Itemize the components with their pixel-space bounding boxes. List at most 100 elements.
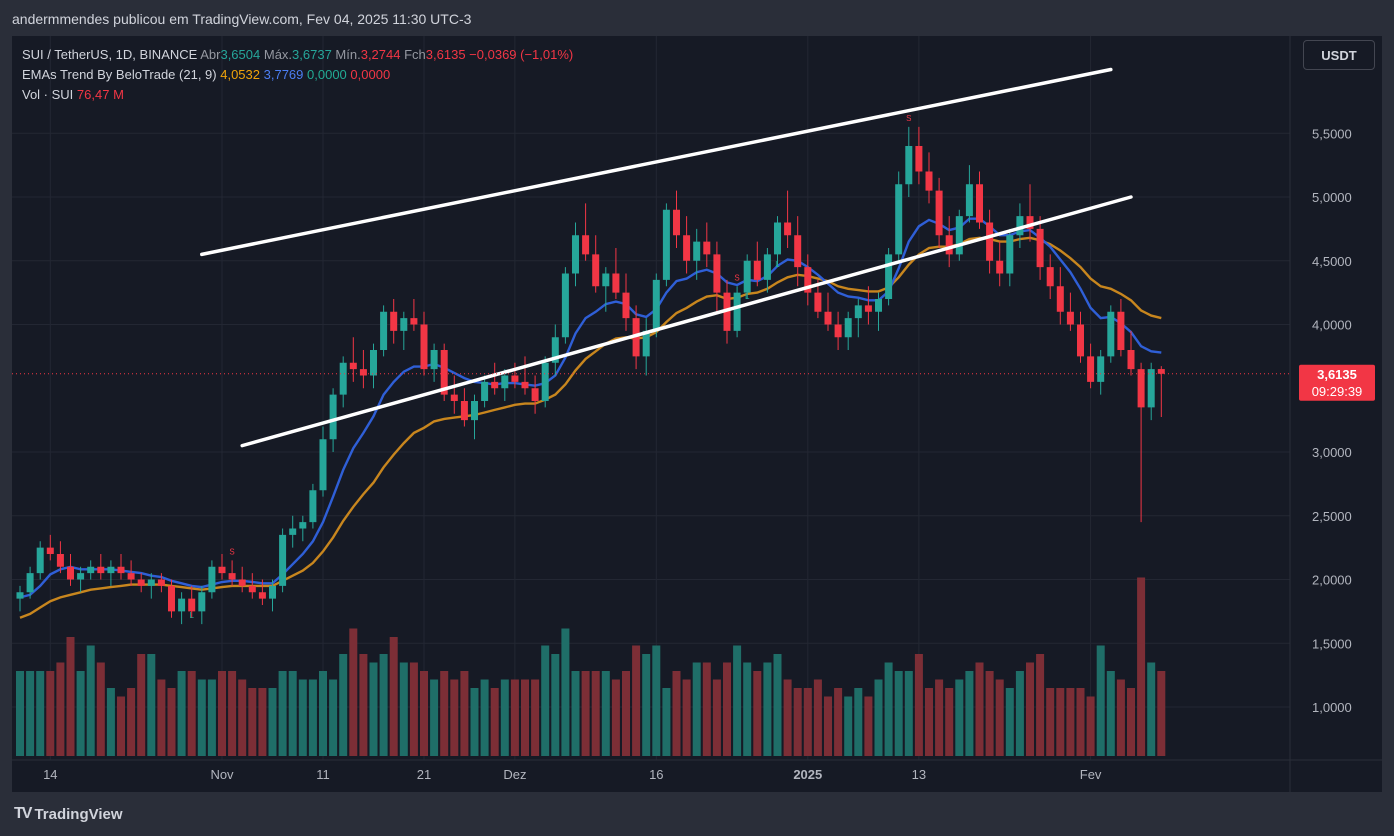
candle-body bbox=[1006, 235, 1014, 274]
ema-value-1: 4,0532 bbox=[220, 67, 260, 82]
close-value: 3,6135 bbox=[425, 47, 466, 62]
volume-bar bbox=[1046, 688, 1055, 756]
candle-body bbox=[794, 235, 802, 268]
bottom-bar bbox=[0, 792, 1394, 836]
volume-bar bbox=[56, 662, 65, 756]
candle-body bbox=[612, 273, 620, 293]
volume-bar bbox=[702, 662, 711, 756]
volume-bar bbox=[379, 654, 388, 756]
ema-slow-line bbox=[19, 236, 1162, 619]
candle-body bbox=[127, 573, 135, 580]
tradingview-logo[interactable]: TV TradingView bbox=[14, 805, 123, 823]
candle-body bbox=[420, 324, 428, 370]
volume-bar bbox=[591, 671, 600, 756]
volume-bar bbox=[500, 679, 509, 756]
volume-bar bbox=[854, 688, 863, 756]
candle-body bbox=[1117, 311, 1125, 350]
volume-bar bbox=[26, 671, 35, 756]
top-bar: andermmendes publicou em TradingView.com… bbox=[0, 0, 1394, 36]
volume-bar bbox=[581, 671, 590, 756]
volume-bar bbox=[672, 671, 681, 756]
volume-bar bbox=[76, 671, 85, 756]
candle-body bbox=[1107, 311, 1115, 357]
candle-body bbox=[1077, 324, 1084, 357]
volume-bar bbox=[834, 688, 843, 756]
y-tick-label: 2,5000 bbox=[1312, 509, 1352, 524]
volume-bar bbox=[329, 679, 338, 756]
candle-body bbox=[834, 324, 842, 338]
volume-bar bbox=[652, 645, 661, 756]
candle-body bbox=[97, 566, 105, 574]
volume-bar bbox=[874, 679, 883, 756]
open-value: 3,6504 bbox=[220, 47, 261, 62]
candle-body bbox=[743, 260, 751, 293]
x-tick-label: 21 bbox=[417, 767, 431, 782]
volume-bar bbox=[985, 671, 994, 756]
candle-body bbox=[824, 311, 832, 325]
legend-volume-row: Vol · SUI 76,47 M bbox=[22, 85, 573, 105]
candle-body bbox=[895, 184, 903, 255]
candle-body bbox=[925, 171, 933, 191]
change-value: −0,0369 (−1,01%) bbox=[469, 47, 574, 62]
volume-bar bbox=[86, 645, 95, 756]
volume-bar bbox=[258, 688, 267, 756]
price-tag-value: 3,6135 bbox=[1317, 367, 1357, 382]
volume-bar bbox=[268, 688, 277, 756]
volume-bar bbox=[389, 637, 398, 756]
candle-body bbox=[107, 566, 115, 574]
volume-bar bbox=[935, 679, 944, 756]
volume-bar bbox=[450, 679, 459, 756]
candle-body bbox=[955, 216, 963, 255]
candle-body bbox=[965, 184, 973, 217]
open-label: Abr bbox=[200, 47, 221, 62]
volume-label[interactable]: Vol · SUI bbox=[22, 87, 74, 102]
volume-bar bbox=[601, 671, 610, 756]
tradingview-logo-icon: TV bbox=[14, 805, 33, 822]
volume-bar bbox=[813, 679, 822, 756]
volume-bar bbox=[440, 671, 449, 756]
volume-bar bbox=[1116, 679, 1125, 756]
x-tick-label: 16 bbox=[649, 767, 663, 782]
volume-bar bbox=[319, 671, 327, 756]
volume-bar bbox=[904, 671, 913, 756]
volume-bar bbox=[238, 679, 247, 756]
grid-lines bbox=[12, 36, 1290, 760]
candle-body bbox=[460, 401, 468, 421]
candle-body bbox=[1097, 356, 1105, 382]
candle-body bbox=[380, 311, 388, 350]
legend-symbol-row: SUI / TetherUS, 1D, BINANCE Abr3,6504 Má… bbox=[22, 45, 573, 65]
candle-body bbox=[370, 350, 377, 376]
volume-bar bbox=[349, 628, 358, 756]
candle-body bbox=[228, 573, 236, 580]
candle-body bbox=[1137, 369, 1145, 408]
currency-button[interactable]: USDT bbox=[1303, 40, 1375, 70]
candles bbox=[16, 126, 1165, 625]
volume-bar bbox=[1076, 688, 1085, 756]
volume-bar bbox=[632, 645, 641, 756]
candle-body bbox=[339, 362, 347, 395]
candle-body bbox=[26, 573, 34, 593]
candle-body bbox=[915, 146, 923, 172]
symbol-title[interactable]: SUI / TetherUS, 1D, BINANCE bbox=[22, 47, 198, 62]
volume-bar bbox=[642, 654, 651, 756]
candle-body bbox=[582, 235, 590, 255]
candle-body bbox=[976, 184, 983, 223]
y-tick-label: 2,0000 bbox=[1312, 573, 1352, 588]
trend-channel-line bbox=[200, 67, 1113, 257]
volume-bar bbox=[824, 696, 832, 756]
candle-body bbox=[1066, 311, 1074, 325]
ema-value-4: 0,0000 bbox=[350, 67, 391, 82]
volume-bar bbox=[127, 688, 136, 756]
candle-body bbox=[157, 579, 165, 586]
candle-body bbox=[481, 381, 489, 401]
volume-bar bbox=[1026, 662, 1034, 756]
volume-bar bbox=[531, 679, 540, 756]
x-tick-label: Dez bbox=[503, 767, 526, 782]
candle-body bbox=[238, 579, 246, 586]
close-label: Fch bbox=[404, 47, 426, 62]
trend-channel-line bbox=[240, 195, 1133, 448]
ema-name[interactable]: EMAs Trend By BeloTrade (21, 9) bbox=[22, 67, 217, 82]
volume-bar bbox=[1147, 662, 1156, 756]
candle-body bbox=[763, 254, 771, 280]
